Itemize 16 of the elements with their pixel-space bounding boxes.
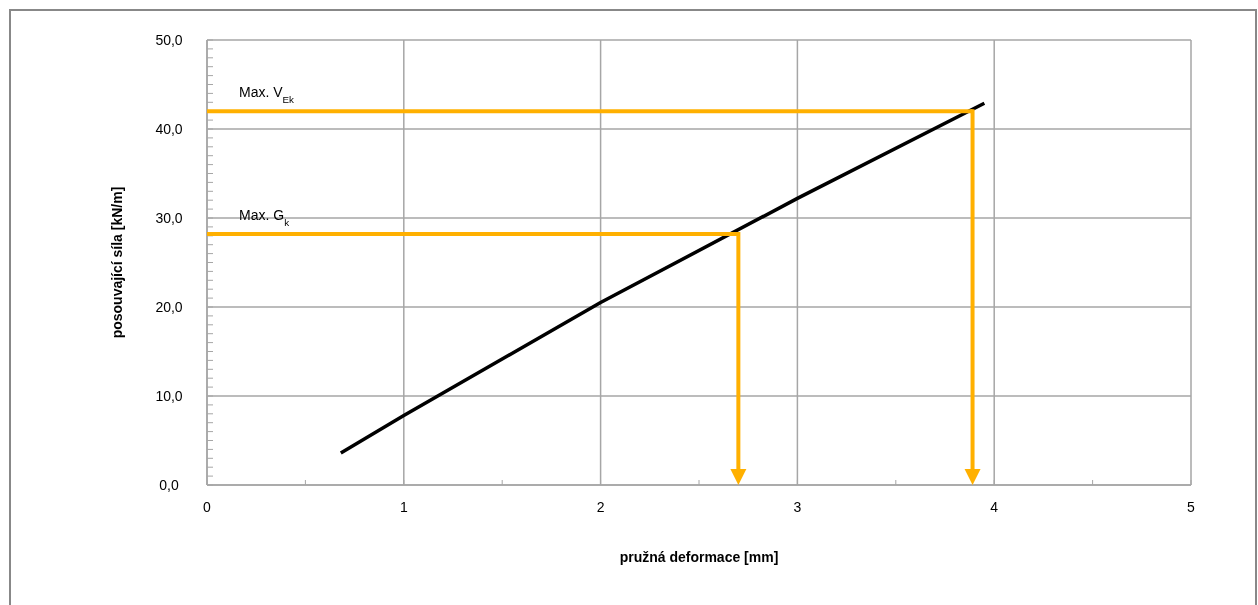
x-axis-title: pružná deformace [mm] — [619, 549, 779, 565]
x-tick-label: 5 — [1187, 499, 1196, 515]
x-tick-label: 4 — [990, 499, 999, 515]
x-tick-label: 1 — [399, 499, 408, 515]
x-tick-label: 0 — [203, 499, 212, 515]
y-tick-label: 20,0 — [155, 299, 183, 315]
ref-line-label: Max. V$_{Ek}$ — [239, 84, 295, 105]
y-tick-label: 40,0 — [155, 121, 183, 137]
y-tick-label: 50,0 — [155, 32, 183, 48]
y-tick-label: 10,0 — [155, 388, 183, 404]
ref-line-label: Max. G$_{k}$ — [239, 207, 290, 228]
y-axis-title: posouvající síla [kN/m] — [109, 186, 125, 339]
y-tick-label: 0,0 — [159, 477, 179, 493]
x-tick-label: 3 — [793, 499, 802, 515]
y-tick-label: 30,0 — [155, 210, 183, 226]
x-tick-label: 2 — [596, 499, 605, 515]
